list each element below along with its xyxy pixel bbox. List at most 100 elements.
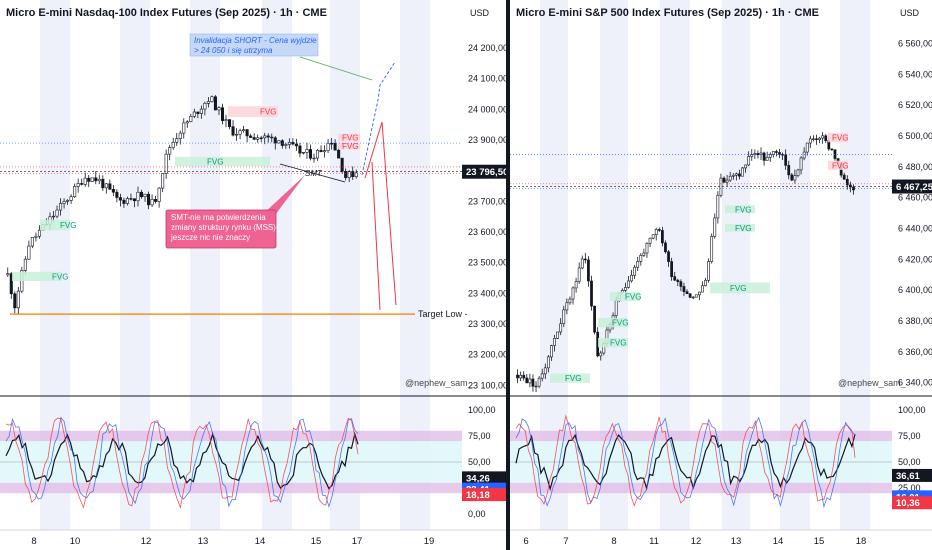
candle-body	[291, 142, 295, 145]
candle-body	[83, 177, 87, 185]
candle-body	[537, 377, 541, 387]
candle-body	[308, 149, 313, 159]
candle-body	[37, 229, 41, 237]
candle-body	[270, 136, 274, 139]
candle-body	[765, 156, 769, 161]
current-price-badge	[892, 179, 932, 194]
osc-oversold-band	[0, 482, 462, 494]
candle-body	[150, 199, 154, 206]
candle-body	[793, 175, 797, 181]
candle-body	[249, 135, 253, 138]
candle-body	[556, 331, 559, 339]
candle-body	[273, 137, 277, 144]
candle-body	[97, 178, 101, 182]
candle-body	[784, 154, 788, 166]
candle-body	[590, 280, 593, 307]
candle-body	[543, 367, 547, 375]
osc-tick-label: 25,00	[898, 483, 921, 493]
candle-body	[168, 147, 172, 155]
candle-body	[775, 151, 778, 153]
pane-divider[interactable]	[506, 0, 510, 550]
candle-body	[210, 96, 214, 102]
fvg-label: FVG	[207, 157, 223, 166]
candle-body	[185, 121, 189, 124]
candle-body	[833, 149, 837, 159]
price-tick-label: 23 200,00	[468, 350, 506, 360]
price-tick-label: 23 600,00	[468, 227, 506, 237]
candle-body	[624, 287, 627, 291]
candle-body	[312, 157, 316, 160]
candle-body	[713, 217, 717, 237]
candle-body	[323, 150, 327, 153]
candle-body	[559, 323, 563, 333]
osc-tick-label: 75,00	[468, 431, 491, 441]
candle-body	[747, 156, 751, 166]
candle-body	[771, 151, 775, 155]
candle-body	[287, 142, 291, 145]
price-tick-label: 23 300,00	[468, 319, 506, 329]
candle-body	[118, 197, 122, 201]
candle-body	[821, 135, 825, 139]
date-tick-label: 13	[731, 536, 742, 547]
candle-body	[129, 198, 133, 200]
candle-body	[787, 165, 791, 176]
candle-body	[213, 96, 217, 111]
candle-body	[768, 154, 772, 158]
candle-body	[750, 154, 754, 157]
candle-body	[762, 152, 766, 161]
watermark: @nephew_sam_	[838, 378, 907, 388]
candle-body	[87, 177, 91, 182]
candle-body	[259, 137, 263, 139]
fvg-label: FVG	[260, 108, 276, 117]
candle-body	[614, 300, 618, 316]
candle-body	[55, 209, 59, 217]
candle-body	[587, 259, 590, 282]
candle-body	[104, 183, 108, 189]
date-tick-label: 8	[611, 536, 616, 547]
price-tick-label: 6 480,00	[898, 162, 932, 172]
price-tick-label: 6 360,00	[898, 347, 932, 357]
candle-body	[27, 245, 31, 260]
candle-body	[648, 237, 652, 244]
candle-body	[136, 191, 140, 202]
osc-tick-label: 100,00	[898, 405, 926, 415]
candle-body	[245, 129, 249, 137]
smt-callout-line: jeszcze nic nie znaczy	[170, 233, 250, 242]
candle-body	[519, 374, 523, 379]
candle-body	[242, 129, 246, 132]
fvg-label: FVG	[52, 272, 68, 281]
sp500-chart-svg[interactable]: 6 560,00 6 540,00 6 520,00 6 500,00 6 480,00…	[510, 0, 932, 550]
candle-body	[657, 229, 661, 231]
candle-body	[796, 169, 800, 176]
projection-down-2	[371, 161, 381, 311]
candle-body	[171, 141, 175, 148]
candle-body	[284, 144, 288, 146]
candle-body	[756, 153, 760, 156]
candle-body	[69, 196, 73, 201]
candle-body	[516, 374, 519, 379]
sp500-chart-pane[interactable]: 6 560,00 6 540,00 6 520,00 6 500,00 6 480,00…	[510, 0, 932, 550]
candle-body	[577, 267, 581, 282]
candle-body	[51, 215, 56, 218]
candle-body	[139, 191, 144, 198]
price-tick-label: 23 900,00	[468, 135, 506, 145]
candle-body	[701, 285, 704, 293]
currency-label: USD	[470, 8, 490, 18]
candle-body	[333, 143, 337, 151]
current-price-label: 23 796,50	[466, 167, 506, 178]
candle-body	[645, 242, 649, 254]
oscillator-line	[5, 431, 359, 490]
candle-body	[697, 291, 701, 296]
candle-body	[256, 137, 260, 140]
candle-body	[676, 279, 680, 282]
candle-body	[599, 352, 603, 357]
candle-body	[636, 261, 640, 268]
fvg-zone	[228, 106, 278, 117]
candle-body	[164, 153, 168, 174]
osc-tick-label: 0,00	[468, 509, 486, 519]
candle-body	[682, 286, 686, 292]
candle-body	[9, 273, 13, 295]
candle-body	[574, 281, 578, 289]
